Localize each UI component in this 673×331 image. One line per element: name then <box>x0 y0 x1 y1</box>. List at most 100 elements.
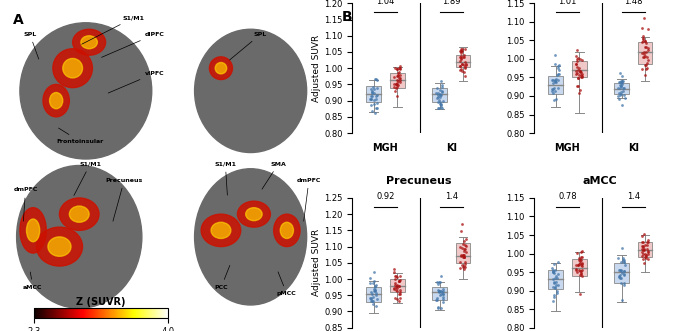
Point <box>553 68 564 73</box>
FancyBboxPatch shape <box>614 263 629 283</box>
Ellipse shape <box>53 49 92 88</box>
Point <box>389 81 400 87</box>
Point <box>434 288 445 294</box>
Point <box>636 250 647 255</box>
Point <box>637 256 648 261</box>
Point <box>455 63 466 68</box>
Point <box>614 267 625 272</box>
Text: dmPFC: dmPFC <box>13 187 38 221</box>
Point <box>553 66 564 71</box>
Point <box>618 280 629 285</box>
Point <box>433 288 444 294</box>
Point <box>437 289 448 294</box>
Y-axis label: Adjusted SUVR: Adjusted SUVR <box>312 229 322 297</box>
Point <box>454 49 465 54</box>
Point <box>435 102 446 108</box>
Point <box>433 281 444 287</box>
Point <box>369 110 380 116</box>
Point <box>643 47 653 52</box>
Point <box>393 78 404 83</box>
Point <box>572 47 583 52</box>
Point <box>394 279 404 284</box>
Point <box>576 262 587 267</box>
Point <box>435 288 446 293</box>
Point <box>575 250 586 255</box>
Point <box>642 26 653 31</box>
Point <box>548 294 559 300</box>
Text: S1/M1: S1/M1 <box>215 162 236 195</box>
Point <box>436 78 447 84</box>
Point <box>392 85 402 90</box>
Point <box>639 254 650 259</box>
Text: vlPFC: vlPFC <box>108 71 165 93</box>
Point <box>613 275 624 280</box>
FancyBboxPatch shape <box>432 88 447 102</box>
Point <box>615 92 626 97</box>
Point <box>392 284 402 289</box>
Point <box>548 299 559 304</box>
Point <box>553 86 563 91</box>
Point <box>392 73 403 78</box>
Point <box>616 83 627 89</box>
Ellipse shape <box>59 198 99 230</box>
Point <box>640 72 651 78</box>
Point <box>577 261 588 267</box>
Point <box>616 103 627 108</box>
Point <box>367 280 378 285</box>
Point <box>637 244 647 249</box>
Point <box>371 77 382 82</box>
Point <box>573 262 584 267</box>
Point <box>549 281 560 286</box>
Point <box>461 236 472 241</box>
Point <box>436 102 447 107</box>
Point <box>640 38 651 44</box>
Point <box>433 106 444 111</box>
Point <box>456 228 466 234</box>
Point <box>458 52 469 58</box>
Point <box>641 63 652 68</box>
Point <box>435 305 446 310</box>
Point <box>547 269 558 275</box>
Point <box>571 270 582 275</box>
Point <box>391 284 402 289</box>
Point <box>460 260 470 265</box>
Point <box>641 60 652 65</box>
Point <box>639 51 649 57</box>
Ellipse shape <box>26 219 40 242</box>
Point <box>391 67 402 72</box>
FancyBboxPatch shape <box>548 75 563 94</box>
Text: SPL: SPL <box>229 32 267 60</box>
Ellipse shape <box>43 84 69 117</box>
Point <box>388 85 399 90</box>
Point <box>571 69 581 74</box>
Ellipse shape <box>246 208 262 221</box>
Ellipse shape <box>81 36 98 49</box>
Point <box>456 46 466 51</box>
Point <box>392 274 402 279</box>
Point <box>571 266 581 271</box>
Point <box>550 268 561 273</box>
Point <box>460 61 471 67</box>
Point <box>458 264 469 269</box>
Point <box>371 94 382 99</box>
Point <box>365 276 376 281</box>
Point <box>637 67 647 72</box>
Point <box>618 273 629 278</box>
Point <box>455 58 466 64</box>
Ellipse shape <box>238 201 271 227</box>
Text: PCC: PCC <box>215 265 229 290</box>
Point <box>392 285 402 291</box>
Point <box>619 282 630 288</box>
Point <box>393 73 404 78</box>
FancyBboxPatch shape <box>637 42 652 65</box>
Text: dmPFC: dmPFC <box>297 178 321 221</box>
Point <box>614 79 625 85</box>
Point <box>551 273 562 278</box>
Point <box>454 54 465 60</box>
Point <box>458 248 469 254</box>
Point <box>460 261 470 266</box>
Point <box>457 55 468 60</box>
Point <box>637 36 648 41</box>
Point <box>639 49 649 55</box>
Point <box>394 283 404 289</box>
